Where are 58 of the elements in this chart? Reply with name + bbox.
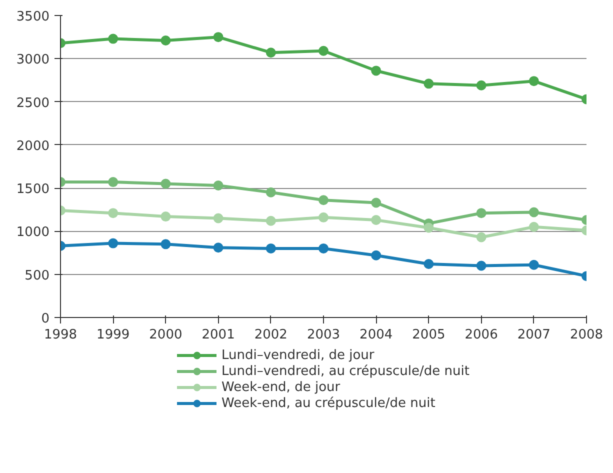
point [160, 239, 171, 250]
x-tick-label: 2003 [306, 328, 340, 342]
x-tick-label: 2000 [149, 328, 182, 342]
point [213, 180, 224, 190]
point [528, 222, 539, 232]
x-tick-label: 2006 [464, 328, 498, 342]
point [160, 212, 171, 222]
point [266, 243, 276, 254]
y-tick-label: 2000 [16, 138, 50, 154]
legend-label: Week-end, au crépuscule/de nuit [222, 395, 436, 411]
x-tick-label: 1998 [44, 328, 78, 342]
point [318, 46, 328, 56]
point [371, 198, 382, 208]
x-tick-label: 2008 [570, 328, 604, 342]
y-tick-label: 1500 [16, 182, 50, 198]
point [160, 36, 171, 46]
x-tick-label: 2005 [412, 328, 446, 342]
point [213, 32, 224, 42]
point [108, 34, 118, 44]
point [318, 212, 328, 222]
x-tick-label: 1999 [96, 328, 130, 342]
x-tick-label: 2007 [517, 328, 550, 342]
point [318, 243, 328, 254]
point [528, 207, 539, 218]
point [424, 78, 434, 89]
y-tick-label: 1000 [16, 225, 50, 240]
y-tick-label: 2500 [16, 96, 50, 111]
point [476, 260, 486, 271]
point [318, 195, 328, 206]
point [424, 222, 434, 233]
y-tick-label: 500 [24, 268, 50, 284]
point [213, 213, 224, 224]
point [424, 259, 434, 269]
point [266, 48, 276, 58]
point [108, 177, 118, 188]
point [371, 66, 382, 76]
point [108, 208, 118, 218]
y-tick-label: 3500 [16, 10, 50, 24]
x-tick-label: 2001 [202, 328, 235, 342]
point [266, 187, 276, 198]
x-tick-label: 2002 [254, 328, 288, 342]
legend-label: Lundi–vendredi, de jour [222, 347, 374, 363]
point [371, 250, 382, 260]
legend-label: Week-end, de jour [222, 379, 340, 395]
point [528, 76, 539, 86]
y-tick-label: 3000 [16, 52, 50, 68]
point [528, 260, 539, 270]
point [160, 178, 171, 189]
x-tick-label: 2004 [360, 328, 393, 342]
legend-label: Lundi–vendredi, au crépuscule/de nuit [222, 363, 470, 379]
point [371, 215, 382, 225]
point [476, 208, 486, 218]
point [476, 232, 486, 242]
point [476, 80, 486, 90]
y-tick-label: 0 [41, 312, 50, 326]
point [108, 238, 118, 248]
point [213, 242, 224, 253]
point [266, 216, 276, 226]
